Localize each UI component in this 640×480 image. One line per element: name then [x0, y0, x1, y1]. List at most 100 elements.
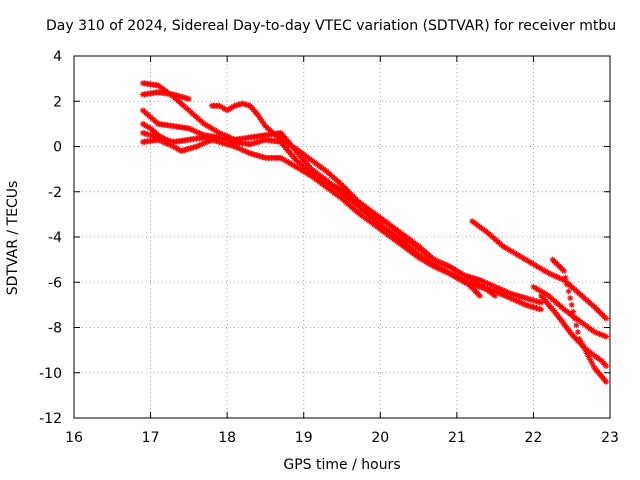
data-point — [254, 111, 261, 118]
data-point — [508, 295, 515, 302]
data-point — [538, 299, 545, 306]
data-point — [588, 359, 595, 366]
x-tick-label: 18 — [218, 430, 236, 446]
data-point — [259, 118, 266, 125]
data-point — [564, 281, 571, 288]
data-point — [585, 353, 592, 360]
data-point — [478, 277, 485, 284]
data-point — [456, 274, 463, 281]
data-point — [440, 267, 447, 274]
series-track-9 — [530, 283, 610, 340]
x-tick-label: 21 — [448, 430, 466, 446]
y-tick-label: 2 — [53, 94, 62, 110]
data-point — [222, 132, 229, 139]
data-point — [193, 128, 200, 135]
data-point — [479, 278, 486, 285]
data-point — [185, 95, 192, 102]
data-point — [518, 299, 525, 306]
data-point — [195, 142, 202, 149]
data-point — [187, 126, 194, 133]
data-point — [484, 280, 491, 287]
data-point — [207, 137, 214, 144]
data-point — [331, 183, 338, 190]
data-point — [521, 301, 528, 308]
data-point — [603, 378, 610, 385]
data-point — [325, 180, 332, 187]
data-point — [162, 136, 169, 143]
data-point — [326, 181, 333, 188]
data-point — [444, 269, 451, 276]
data-point — [443, 268, 450, 275]
data-point — [489, 282, 496, 289]
data-point — [218, 130, 225, 137]
data-point — [169, 142, 176, 149]
data-point — [260, 120, 267, 127]
data-point — [603, 362, 610, 369]
data-point — [452, 272, 459, 279]
data-point — [545, 270, 552, 277]
data-point — [499, 291, 506, 298]
data-point — [584, 350, 591, 357]
data-point — [495, 285, 502, 292]
data-point — [435, 265, 442, 272]
y-tick-label: 4 — [53, 49, 62, 65]
data-point — [519, 300, 526, 307]
data-point — [562, 274, 569, 281]
data-point — [579, 341, 586, 348]
data-point — [512, 297, 519, 304]
data-point — [603, 315, 610, 322]
data-point — [587, 356, 594, 363]
data-point — [502, 288, 509, 295]
data-point — [432, 257, 439, 264]
series-track-7 — [208, 100, 499, 299]
data-point — [438, 260, 445, 267]
data-point — [476, 276, 483, 283]
data-point — [188, 126, 195, 133]
data-point — [443, 262, 450, 269]
data-point — [580, 344, 587, 351]
data-point — [430, 263, 437, 270]
data-point — [204, 138, 211, 145]
data-point — [538, 306, 545, 313]
data-point — [554, 274, 561, 281]
data-point — [590, 362, 597, 369]
data-point — [571, 315, 578, 322]
data-point — [446, 270, 453, 277]
tick-labels: 16 17 18 19 20 21 22 23 -12 -10 -8 -6 -4 -2 0 2 4 — [39, 49, 619, 446]
data-point — [593, 329, 600, 336]
data-point — [201, 140, 208, 147]
data-point — [155, 136, 162, 143]
data-point — [239, 146, 246, 153]
data-point — [516, 299, 523, 306]
data-point — [244, 148, 251, 155]
data-point — [221, 131, 228, 138]
x-tick-label: 22 — [525, 430, 543, 446]
data-series — [139, 80, 610, 385]
data-point — [335, 185, 342, 192]
data-point — [450, 272, 457, 279]
data-point — [599, 332, 606, 339]
data-point — [582, 347, 589, 354]
data-point — [430, 256, 437, 263]
data-point — [565, 288, 572, 295]
data-point — [193, 143, 200, 150]
data-point — [553, 273, 560, 280]
data-point — [493, 284, 500, 291]
data-point — [459, 276, 466, 283]
data-point — [577, 338, 584, 345]
data-point — [323, 179, 330, 186]
data-point — [216, 129, 223, 136]
data-point — [507, 295, 514, 302]
data-point — [570, 308, 577, 315]
data-point — [482, 279, 489, 286]
data-point — [513, 297, 520, 304]
data-point — [601, 332, 608, 339]
data-point — [504, 289, 511, 296]
data-point — [236, 145, 243, 152]
x-tick-label: 16 — [65, 430, 83, 446]
y-tick-label: -4 — [48, 230, 62, 246]
x-tick-label: 20 — [371, 430, 389, 446]
data-point — [185, 125, 192, 132]
series-track-10 — [538, 292, 610, 369]
data-point — [501, 287, 508, 294]
